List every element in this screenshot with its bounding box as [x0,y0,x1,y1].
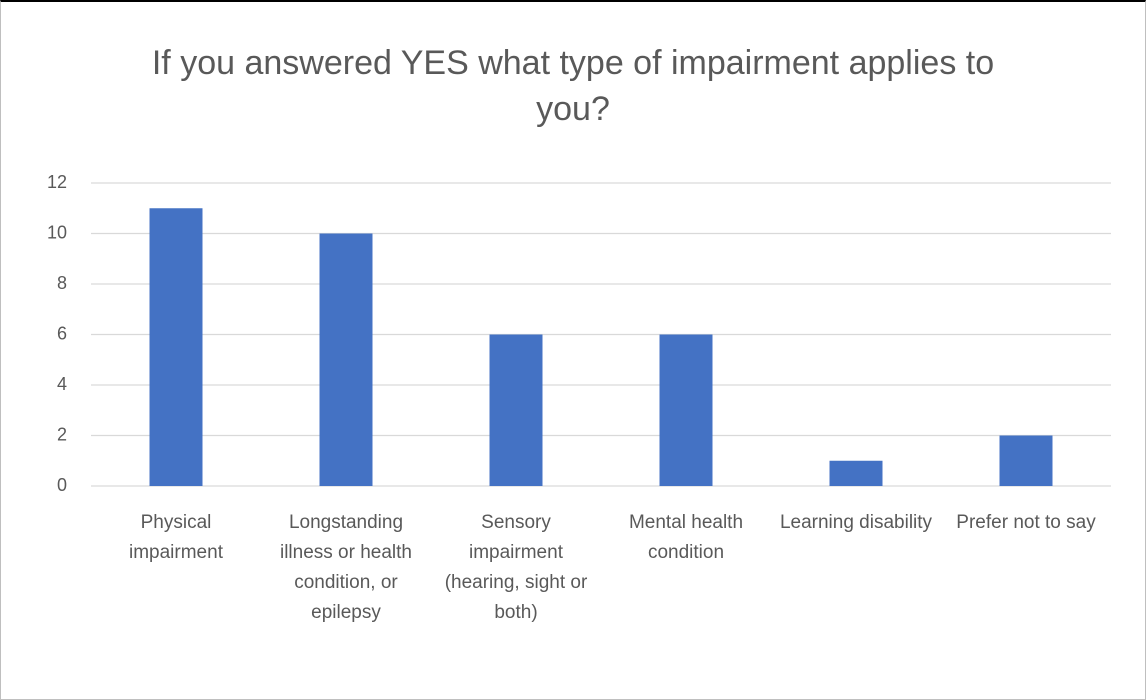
y-tick-label: 0 [57,475,67,495]
y-tick-label: 10 [47,222,67,242]
x-tick-label: Mental health condition [628,512,744,563]
bar [489,334,543,486]
x-tick-label: Longstanding illness or health condition… [279,512,413,623]
y-tick-label: 2 [57,424,67,444]
bar [319,233,373,486]
x-tick-label: Sensory impairment (hearing, sight or bo… [444,512,588,623]
chart-title: If you answered YES what type of impairm… [151,44,995,128]
x-tick-label: Physical impairment [129,512,223,563]
bar [659,334,713,486]
y-tick-label: 6 [57,323,67,343]
y-tick-label: 4 [57,374,67,394]
y-tick-label: 12 [47,172,67,192]
x-tick-label: Learning disability [779,512,933,533]
x-tick-label: Prefer not to say [956,512,1096,533]
bar [149,208,203,486]
y-tick-label: 8 [57,273,67,293]
bar [829,460,883,486]
bar [999,435,1053,486]
